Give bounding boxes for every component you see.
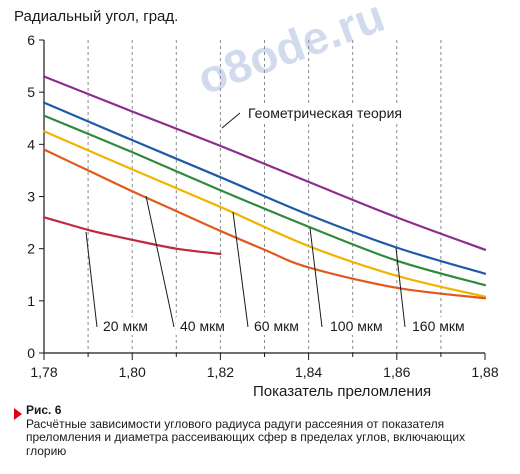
annotation-leader (309, 227, 323, 328)
x-tick-label: 1,82 (207, 364, 234, 380)
y-tick-label: 3 (27, 189, 35, 205)
series-line-2 (42, 114, 487, 287)
annotation-label: 160 мкм (412, 318, 465, 334)
annotation-bg (250, 317, 306, 335)
annotation-label: 100 мкм (330, 318, 383, 334)
annotation-label: Геометрическая теория (248, 105, 402, 121)
annotation-leader (145, 195, 175, 328)
annotation-label: 60 мкм (254, 318, 299, 334)
series-line-4 (42, 148, 487, 300)
series-line-5 (42, 216, 222, 255)
annotation-label: 40 мкм (180, 318, 225, 334)
watermark: o8ode.ru (191, 0, 391, 104)
annotation-bg (408, 317, 472, 335)
tick-labels: 0 1 2 3 4 5 6 1,78 1,80 1,82 1,84 1,86 1,88 (27, 32, 499, 380)
grid (87, 40, 442, 353)
axes (39, 39, 486, 360)
annotation-bg (99, 317, 155, 335)
series-line-0 (42, 75, 487, 251)
caption-text: Расчётные зависимости углового радиуса р… (26, 416, 466, 458)
y-tick-label: 4 (27, 136, 35, 152)
y-tick-label: 1 (27, 293, 35, 309)
y-tick-label: 6 (27, 32, 35, 48)
annotation-leader (85, 231, 98, 328)
series-lines (42, 75, 487, 300)
y-tick-label: 2 (27, 241, 35, 257)
curve-annotations: Геометрическая теория 20 мкм 40 мкм 60 мкм 1… (99, 104, 472, 335)
y-tick-label: 0 (27, 345, 35, 361)
annotation-leader (395, 247, 406, 328)
series-line-1 (42, 101, 487, 275)
x-tick-label: 1,86 (383, 364, 410, 380)
rainbow-radius-chart: o8ode.ru 0 1 2 3 4 5 6 1,78 1,80 1,82 1,84 1,86 1,88… (14, 0, 499, 400)
annotation-bg (326, 317, 390, 335)
y-axis-title: Радиальный угол, град. (14, 8, 178, 25)
annotation-leader (221, 112, 241, 129)
annotation-bg (176, 317, 232, 335)
x-tick-label: 1,88 (471, 364, 498, 380)
x-tick-label: 1,78 (30, 364, 57, 380)
annotation-bg (244, 104, 420, 122)
caption-marker-icon (14, 408, 22, 420)
caption-label: Рис. 6 (26, 403, 62, 417)
annotation-label: 20 мкм (103, 318, 148, 334)
x-axis-title: Показатель преломления (253, 383, 431, 400)
x-tick-label: 1,84 (295, 364, 322, 380)
y-tick-label: 5 (27, 84, 35, 100)
x-tick-label: 1,80 (119, 364, 146, 380)
series-line-3 (42, 130, 487, 298)
label-leaders (85, 112, 406, 328)
annotation-leader (232, 211, 249, 328)
figure-caption: Рис. 6 Расчётные зависимости углового ра… (14, 403, 506, 458)
